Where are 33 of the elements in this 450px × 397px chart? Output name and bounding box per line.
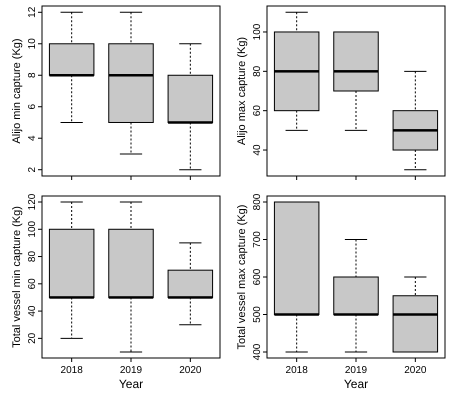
y-tick-label: 60 bbox=[252, 104, 263, 116]
x-tick-label: 2020 bbox=[179, 365, 202, 376]
y-tick-label: 100 bbox=[27, 220, 38, 238]
y-tick-label: 800 bbox=[252, 193, 263, 210]
y-axis-title: Total vessel max capture (Kg) bbox=[236, 204, 248, 350]
x-tick-label: 2020 bbox=[404, 365, 427, 376]
x-axis-title: Year bbox=[344, 377, 368, 391]
y-tick-label: 40 bbox=[252, 144, 263, 156]
x-tick-label: 2018 bbox=[60, 365, 84, 376]
x-tick-label: 2018 bbox=[286, 365, 308, 376]
y-tick-label: 10 bbox=[27, 38, 38, 50]
y-tick-label: 20 bbox=[27, 332, 38, 344]
y-tick-label: 8 bbox=[27, 72, 38, 78]
x-axis-title: Year bbox=[118, 377, 144, 391]
y-tick-label: 700 bbox=[252, 230, 263, 248]
y-tick-label: 60 bbox=[27, 278, 38, 290]
y-tick-label: 12 bbox=[27, 6, 38, 18]
y-tick-label: 80 bbox=[27, 250, 38, 262]
y-tick-label: 100 bbox=[252, 23, 263, 40]
y-tick-label: 4 bbox=[27, 135, 38, 142]
y-tick-label: 120 bbox=[27, 193, 38, 210]
y-tick-label: 80 bbox=[252, 65, 263, 77]
y-tick-label: 6 bbox=[27, 104, 38, 110]
y-tick-label: 400 bbox=[252, 343, 263, 360]
y-axis-title: Alijo min capture (Kg) bbox=[11, 38, 23, 144]
y-axis-title: Alijo max capture (Kg) bbox=[236, 36, 248, 146]
y-tick-label: 2 bbox=[27, 166, 38, 172]
x-tick-label: 2019 bbox=[344, 365, 368, 376]
y-tick-label: 600 bbox=[252, 268, 263, 286]
x-tick-label: 2019 bbox=[120, 365, 143, 376]
y-axis-title: Total vessel min capture (Kg) bbox=[11, 206, 23, 348]
y-tick-label: 40 bbox=[27, 305, 38, 317]
y-tick-label: 500 bbox=[252, 306, 263, 323]
